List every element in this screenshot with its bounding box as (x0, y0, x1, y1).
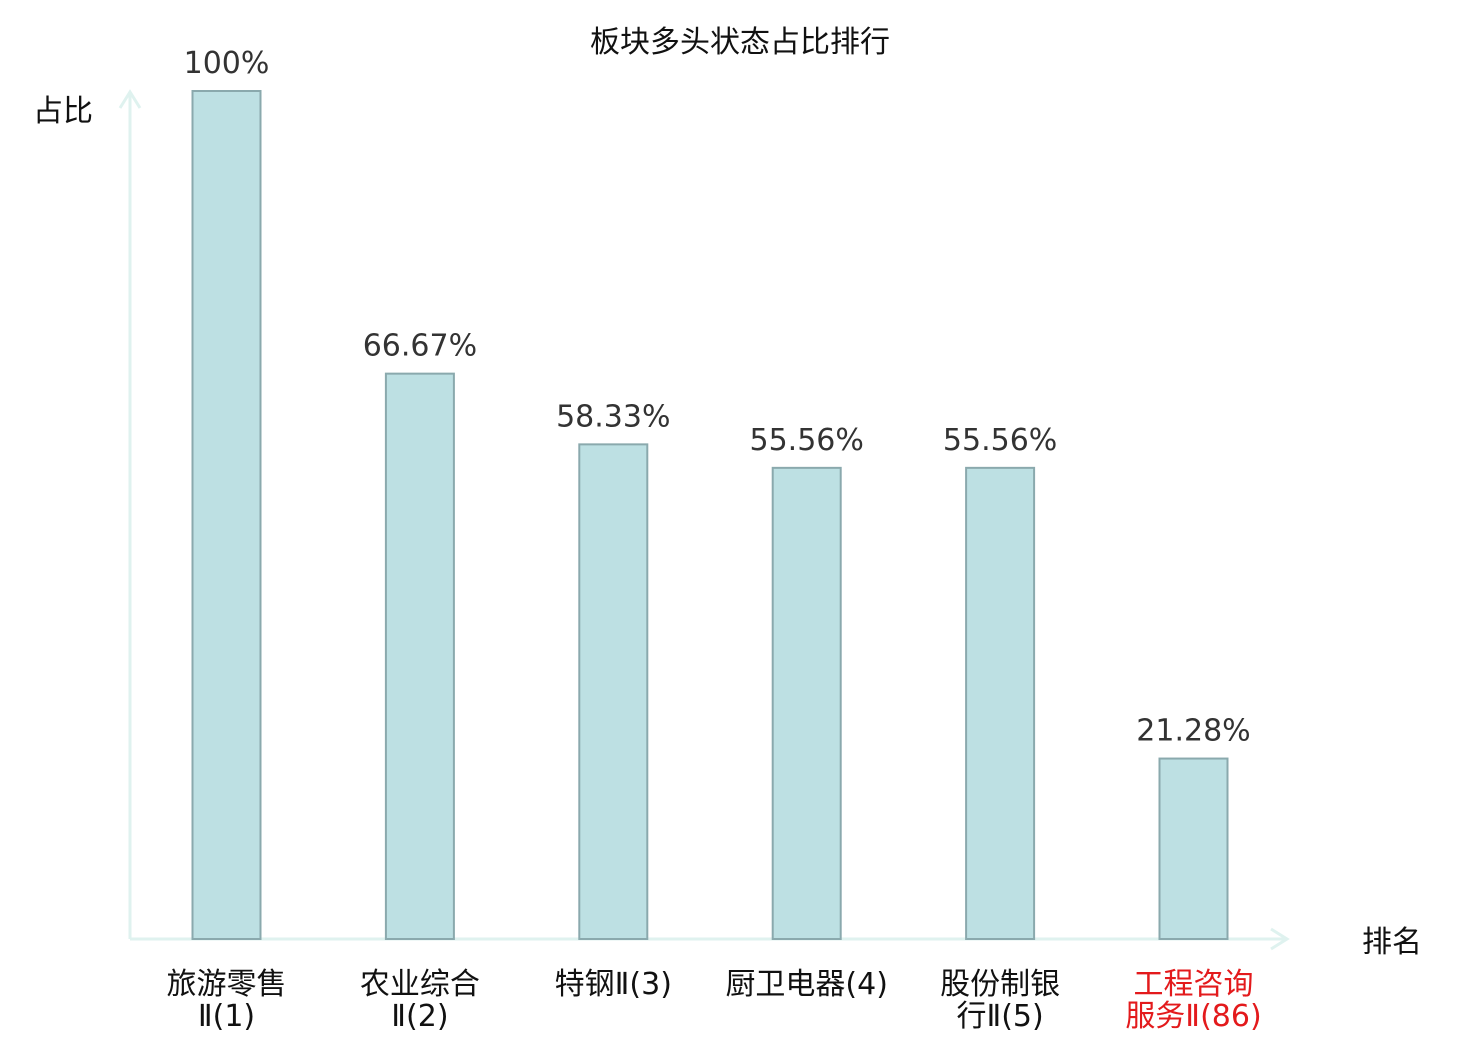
axes (118, 89, 1290, 951)
category-label-line2: 行Ⅱ(5) (956, 999, 1043, 1034)
y-axis-arrow (118, 89, 142, 109)
category-label-line2: Ⅱ(2) (391, 999, 448, 1034)
bar (965, 466, 1036, 940)
bar (384, 372, 455, 940)
category-label: 旅游零售 (167, 967, 287, 1002)
category-label: 特钢Ⅱ(3) (555, 967, 672, 1002)
value-label: 55.56% (750, 423, 864, 458)
bar (1158, 757, 1229, 940)
y-axis-title: 占比 (33, 94, 93, 129)
x-axis-arrow (1270, 927, 1290, 951)
value-label: 100% (184, 46, 270, 81)
bar (191, 90, 262, 940)
x-axis-title: 排名 (1362, 925, 1422, 960)
category-label-line2: Ⅱ(1) (198, 999, 255, 1034)
value-label: 58.33% (556, 399, 670, 434)
value-label: 66.67% (363, 329, 477, 364)
bars-group (191, 90, 1229, 940)
category-label: 厨卫电器(4) (725, 967, 888, 1002)
bar (578, 443, 649, 940)
category-label: 农业综合 (360, 967, 480, 1002)
category-label-line2: 服务Ⅱ(86) (1125, 999, 1261, 1034)
value-label: 55.56% (943, 423, 1057, 458)
bar (771, 466, 842, 940)
value-labels-group: 100% 66.67% 58.33% 55.56% 55.56% 21.28% (184, 46, 1251, 749)
category-label: 股份制银 (940, 967, 1060, 1002)
value-label: 21.28% (1136, 714, 1250, 749)
category-label: 工程咨询 (1134, 967, 1254, 1002)
chart-title: 板块多头状态占比排行 (590, 25, 890, 60)
